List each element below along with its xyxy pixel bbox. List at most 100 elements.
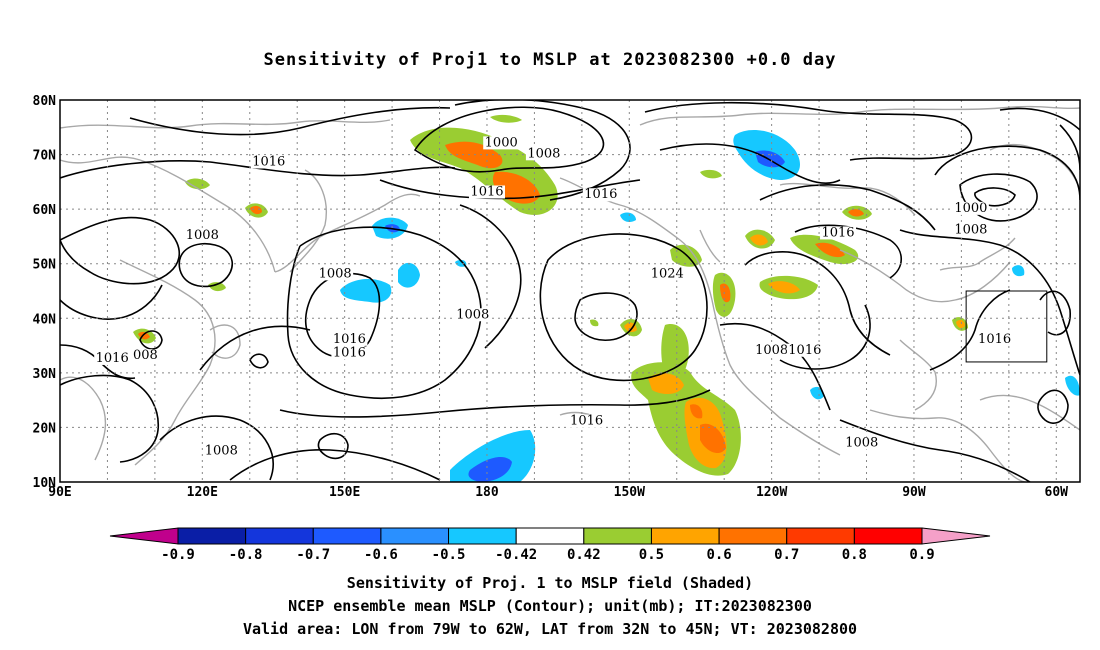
contour-label-bg <box>94 351 131 365</box>
lon-label: 150W <box>614 485 645 500</box>
contour-label: 1008 <box>954 223 987 238</box>
colorbar-swatch <box>853 527 923 545</box>
colorbar-left-triangle <box>109 527 179 545</box>
contour-label-bg <box>454 308 491 322</box>
contour-label: 1008 <box>845 436 878 451</box>
colorbar-swatch <box>448 527 517 545</box>
coastlines <box>60 105 1080 482</box>
contour-label: 1016 <box>978 332 1011 347</box>
colorbar-swatch <box>177 527 247 545</box>
contour-label-bg <box>131 349 160 363</box>
contour-label-bg <box>952 201 989 215</box>
caption-shading: Sensitivity of Proj. 1 to MSLP field (Sh… <box>346 574 754 592</box>
latitude-labels: 80N 70N 60N 50N 40N 30N 20N 10N <box>33 94 57 491</box>
contour-label: 1016 <box>333 345 366 360</box>
contour-label: 1016 <box>788 343 821 358</box>
colorbar-swatch <box>312 527 382 545</box>
colorbar-label: -0.42 <box>495 547 537 563</box>
contour-label-bg <box>568 414 605 428</box>
contour-label: 1008 <box>755 343 788 358</box>
colorbar-label: -0.5 <box>432 547 466 563</box>
contour-label: 1016 <box>584 187 617 202</box>
contour-label-bg <box>582 188 619 202</box>
mslp-contours <box>60 100 1080 482</box>
contour-label: 008 <box>133 348 158 363</box>
colorbar-swatch <box>245 527 314 545</box>
valid-area-box <box>965 290 1048 363</box>
contour-label-bg <box>786 343 823 357</box>
contour-label-bg <box>952 223 989 237</box>
contour-label-bg <box>820 226 857 240</box>
colorbar-label: -0.7 <box>296 547 330 563</box>
contour-label-bg <box>976 332 1013 346</box>
colorbar-swatch <box>515 527 585 545</box>
contour-label-bg <box>483 136 520 150</box>
lat-label: 20N <box>33 421 57 436</box>
caption-contour: NCEP ensemble mean MSLP (Contour); unit(… <box>288 597 812 615</box>
colorbar-label: 0.5 <box>639 547 664 563</box>
colorbar-swatch <box>786 527 855 545</box>
lon-label: 120E <box>187 485 218 500</box>
colorbar-label: 0.9 <box>909 547 934 563</box>
colorbar-labels: -0.9 -0.8 -0.7 -0.6 -0.5 -0.42 0.42 0.5 0.6 0.7 0.… <box>161 547 935 563</box>
lat-label: 80N <box>33 94 57 109</box>
contour-label: 1008 <box>456 307 489 322</box>
contour-label: 1008 <box>319 266 352 281</box>
contour-label-bg <box>184 229 221 243</box>
contour-label: 1016 <box>252 154 285 169</box>
contour-label-bg <box>331 346 368 360</box>
contour-label-bg <box>468 185 505 199</box>
lat-label: 60N <box>33 203 57 218</box>
contour-label: 1024 <box>651 266 684 281</box>
colorbar-right-triangle <box>921 527 991 545</box>
contour-label-bg <box>753 343 790 357</box>
colorbar-swatch <box>583 527 652 545</box>
lon-label: 90W <box>902 485 926 500</box>
colorbar-label: 0.6 <box>706 547 731 563</box>
lon-label: 180 <box>475 485 499 500</box>
longitude-labels: 90E 120E 150E 180 150W 120W 90W 60W <box>48 485 1068 500</box>
contour-label: 1008 <box>186 228 219 243</box>
colorbar <box>109 527 991 545</box>
contour-label-bg <box>843 436 880 450</box>
contour-label: 1016 <box>96 351 129 366</box>
lat-label: 50N <box>33 258 57 273</box>
sensitivity-shading <box>133 114 1080 482</box>
colorbar-label: 0.8 <box>842 547 867 563</box>
lon-label: 60W <box>1045 485 1069 500</box>
lon-label: 150E <box>329 485 360 500</box>
contour-label: 1016 <box>470 185 503 200</box>
lat-label: 10N <box>33 476 57 491</box>
contour-label: 1016 <box>333 332 366 347</box>
chart-title: Sensitivity of Proj1 to MSLP at 20230823… <box>263 50 837 70</box>
contour-label: 1008 <box>527 146 560 161</box>
contour-label: 1008 <box>205 444 238 459</box>
colorbar-label: -0.6 <box>364 547 398 563</box>
contour-label-bg <box>317 267 354 281</box>
contour-label: 1016 <box>570 414 603 429</box>
lon-label: 90E <box>48 485 71 500</box>
contour-label-bg <box>331 332 368 346</box>
contour-label: 1000 <box>954 201 987 216</box>
contour-label-bg <box>525 147 562 161</box>
lat-label: 30N <box>33 367 57 382</box>
colorbar-label: 0.42 <box>567 547 601 563</box>
colorbar-label: -0.9 <box>161 547 195 563</box>
lat-label: 40N <box>33 312 57 327</box>
caption-valid-area: Valid area: LON from 79W to 62W, LAT fro… <box>242 620 858 638</box>
contour-label-bg <box>250 155 287 169</box>
colorbar-swatch <box>718 527 788 545</box>
contour-label: 1016 <box>821 225 854 240</box>
plot-frame <box>59 99 1081 483</box>
contour-label: 1000 <box>485 135 518 150</box>
colorbar-label: -0.8 <box>229 547 263 563</box>
lat-label: 70N <box>33 149 57 164</box>
contour-label-bg <box>649 267 686 281</box>
lon-label: 120W <box>756 485 787 500</box>
colorbar-label: 0.7 <box>774 547 799 563</box>
contour-label-bg <box>203 444 240 458</box>
colorbar-swatch <box>380 527 450 545</box>
colorbar-swatch <box>650 527 720 545</box>
